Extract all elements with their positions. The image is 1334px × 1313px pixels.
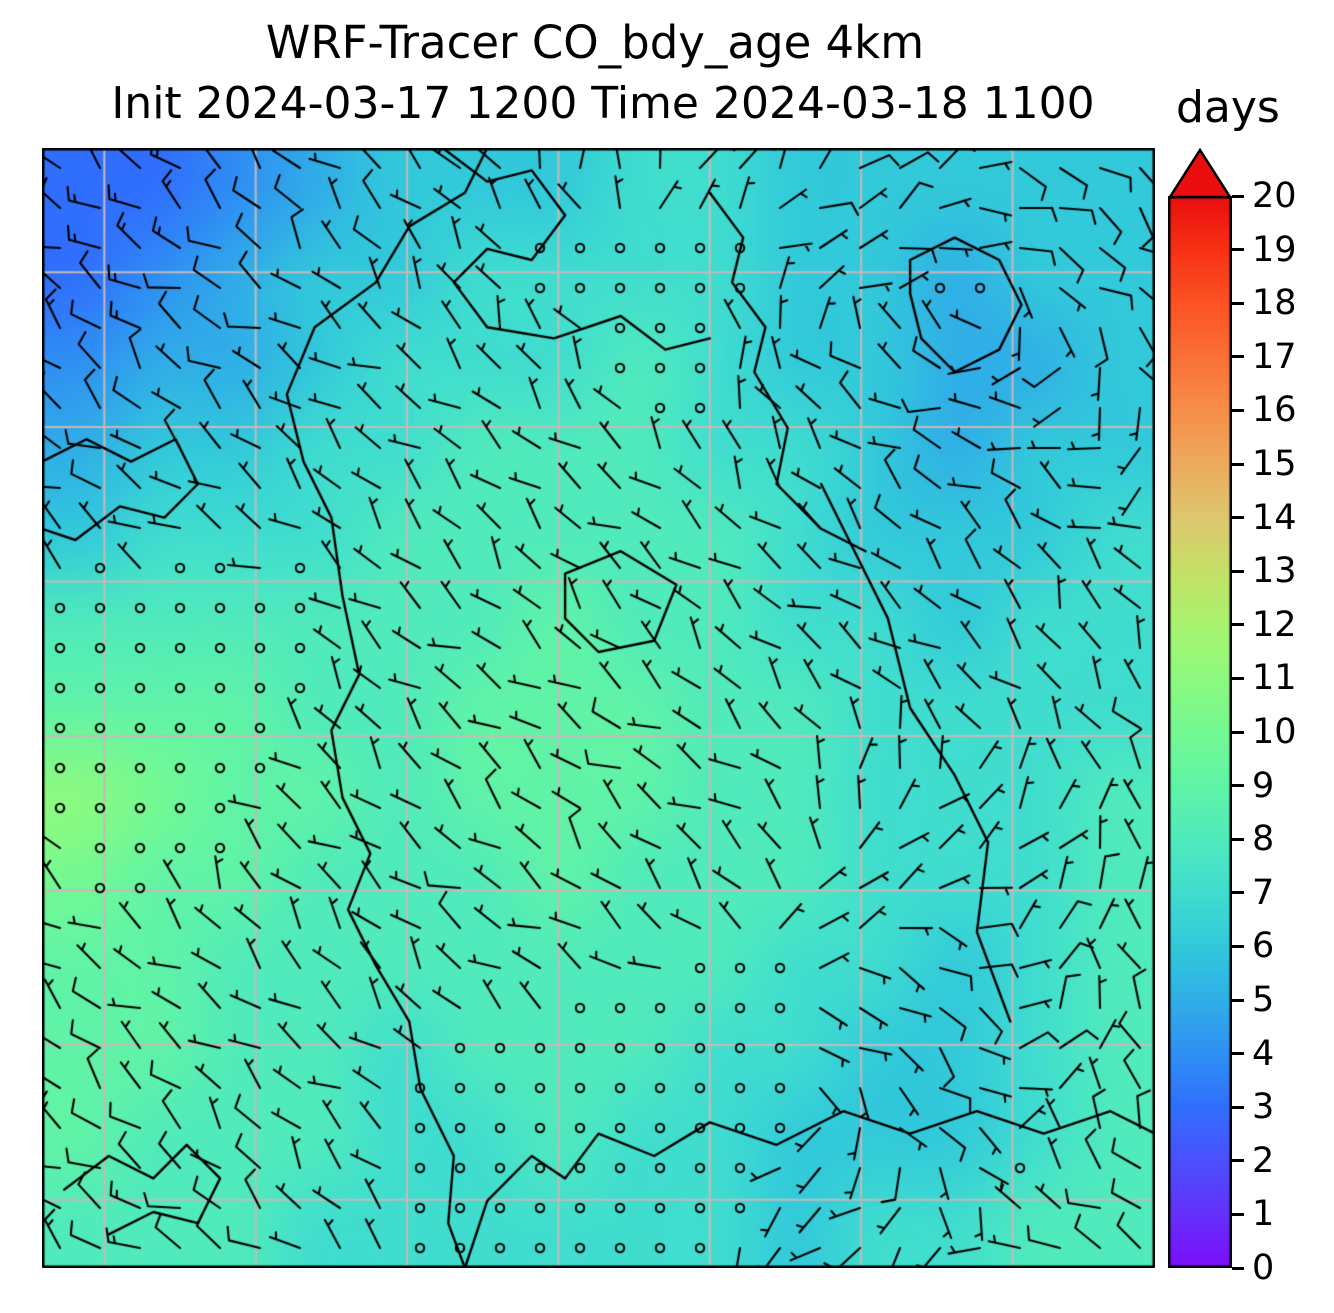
colorbar-tick bbox=[1232, 569, 1244, 573]
colorbar-tick bbox=[1232, 301, 1244, 305]
chart-subtitle: Init 2024-03-17 1200 Time 2024-03-18 110… bbox=[111, 78, 1095, 129]
colorbar-tick-label: 10 bbox=[1252, 712, 1297, 752]
colorbar-unit-label: days bbox=[1176, 82, 1280, 133]
colorbar-tick-label: 13 bbox=[1252, 551, 1297, 592]
colorbar-tick bbox=[1232, 998, 1244, 1002]
colorbar-tick-label: 20 bbox=[1252, 176, 1297, 216]
colorbar-tick-label: 11 bbox=[1252, 658, 1297, 699]
colorbar-tick bbox=[1232, 408, 1244, 412]
colorbar-tick bbox=[1232, 837, 1244, 841]
colorbar-tick bbox=[1232, 462, 1244, 466]
colorbar-tick-label: 1 bbox=[1252, 1194, 1275, 1235]
colorbar-tick bbox=[1232, 1266, 1244, 1270]
colorbar-tick-label: 17 bbox=[1252, 336, 1297, 377]
colorbar-tick bbox=[1232, 944, 1244, 948]
colorbar-tick-label: 5 bbox=[1252, 980, 1275, 1020]
colorbar-tick bbox=[1232, 623, 1244, 627]
colorbar-tick-label: 12 bbox=[1252, 604, 1297, 645]
colorbar-tick-label: 19 bbox=[1252, 229, 1297, 270]
colorbar-tick-label: 18 bbox=[1252, 283, 1297, 324]
colorbar-tick bbox=[1232, 516, 1244, 520]
colorbar-tick-label: 4 bbox=[1252, 1033, 1275, 1074]
colorbar-tick-label: 15 bbox=[1252, 444, 1297, 484]
colorbar: 0 1 2 3 4 5 6 7 8 9 10 11 12 13 14 15 16 17 18 19 20 bbox=[1168, 148, 1334, 1288]
colorbar-tick bbox=[1232, 1212, 1244, 1216]
colorbar-tick bbox=[1232, 676, 1244, 680]
colorbar-tick bbox=[1232, 1159, 1244, 1163]
colorbar-tick-label: 0 bbox=[1252, 1248, 1275, 1288]
map-plot-canvas bbox=[42, 148, 1155, 1268]
colorbar-tick-label: 6 bbox=[1252, 926, 1275, 967]
colorbar-tick bbox=[1232, 1105, 1244, 1109]
chart-title: WRF-Tracer CO_bdy_age 4km bbox=[265, 16, 925, 69]
colorbar-tick bbox=[1232, 194, 1244, 198]
colorbar-tick bbox=[1232, 730, 1244, 734]
colorbar-tick-label: 9 bbox=[1252, 765, 1275, 806]
colorbar-tick bbox=[1232, 1052, 1244, 1056]
colorbar-tick-label: 8 bbox=[1252, 819, 1275, 860]
colorbar-ticks: 0 1 2 3 4 5 6 7 8 9 10 11 12 13 14 15 16 17 18 19 20 bbox=[1168, 148, 1334, 1288]
colorbar-tick bbox=[1232, 355, 1244, 359]
colorbar-tick-label: 16 bbox=[1252, 390, 1297, 431]
colorbar-gradient-canvas bbox=[1168, 196, 1232, 1268]
colorbar-tick bbox=[1232, 784, 1244, 788]
colorbar-tick-label: 2 bbox=[1252, 1140, 1275, 1181]
colorbar-tick-label: 7 bbox=[1252, 872, 1275, 913]
colorbar-tick bbox=[1232, 891, 1244, 895]
colorbar-tick bbox=[1232, 248, 1244, 252]
colorbar-tick-label: 14 bbox=[1252, 497, 1297, 538]
colorbar-tick-label: 3 bbox=[1252, 1087, 1275, 1128]
